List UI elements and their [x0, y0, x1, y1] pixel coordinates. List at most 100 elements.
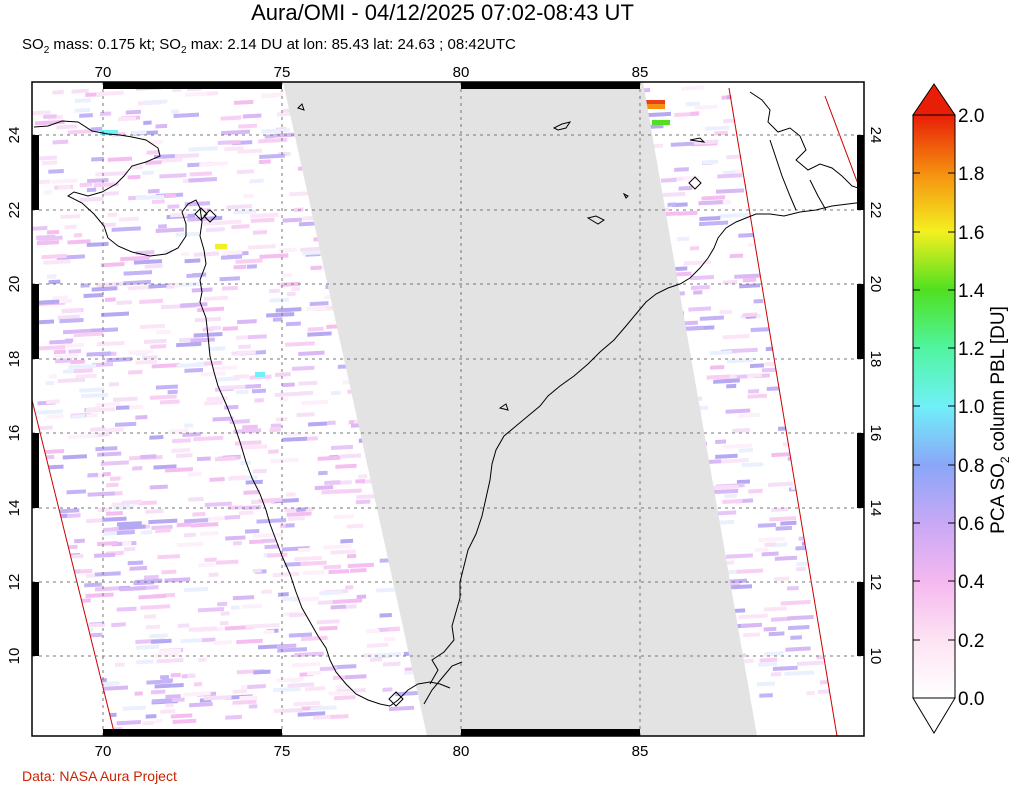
so2-pixel	[116, 720, 141, 726]
so2-pixel	[383, 636, 396, 642]
so2-pixel	[289, 191, 308, 197]
so2-pixel	[197, 456, 211, 462]
so2-pixel	[522, 59, 539, 64]
so2-pixel	[583, 67, 602, 72]
so2-pixel	[198, 657, 207, 663]
so2-pixel	[261, 128, 290, 134]
so2-pixel	[38, 299, 60, 305]
so2-pixel	[233, 209, 256, 215]
so2-pixel	[718, 212, 748, 219]
so2-pixel	[117, 116, 136, 122]
so2-pixel-high	[100, 130, 118, 135]
colorbar-tick-labels: 2.0 1.8 1.6 1.4 1.2 1.0 0.8 0.6 0.4 0.2 …	[958, 106, 985, 710]
outside-swath-left	[32, 82, 115, 736]
so2-pixel	[722, 279, 738, 285]
so2-pixel	[84, 582, 102, 588]
so2-pixel	[119, 585, 146, 592]
so2-pixel	[328, 569, 349, 575]
so2-pixel	[107, 156, 132, 162]
so2-pixel	[278, 592, 289, 597]
so2-pixel	[176, 541, 204, 548]
so2-pixel	[53, 349, 66, 355]
so2-pixel	[345, 585, 354, 590]
lon-label: 75	[274, 64, 291, 81]
so2-pixel	[249, 178, 264, 184]
so2-pixel	[106, 356, 132, 363]
so2-pixel	[685, 101, 700, 107]
so2-pixel	[286, 511, 312, 517]
so2-pixel	[288, 632, 312, 638]
so2-pixel	[862, 456, 864, 462]
so2-pixel	[772, 665, 798, 671]
so2-pixel	[68, 433, 98, 440]
so2-pixel	[736, 479, 750, 485]
so2-pixel	[232, 595, 255, 601]
so2-pixel	[59, 318, 84, 324]
lat-label: 12	[6, 574, 23, 591]
so2-pixel	[85, 407, 116, 413]
so2-pixel	[41, 253, 67, 260]
so2-pixel	[119, 216, 139, 222]
island-3	[297, 103, 305, 111]
so2-pixel	[335, 684, 351, 690]
lon-labels-bottom: 70 75 80 85	[95, 743, 649, 760]
so2-pixel	[328, 690, 356, 696]
so2-pixel	[717, 173, 743, 179]
so2-pixel	[258, 137, 288, 144]
so2-pixel	[705, 125, 730, 131]
so2-pixel	[282, 436, 308, 442]
so2-pixel	[351, 423, 361, 428]
so2-pixel	[165, 467, 193, 473]
so2-pixel	[266, 312, 295, 318]
so2-pixel	[334, 488, 362, 494]
so2-pixel	[184, 423, 194, 428]
so2-pixel	[642, 111, 671, 118]
swath-edge-right	[728, 87, 838, 736]
so2-pixel	[764, 542, 776, 547]
so2-pixel	[731, 347, 758, 354]
so2-pixel	[172, 718, 197, 724]
so2-pixel	[176, 341, 202, 348]
colorbar-tick: 0.2	[958, 631, 984, 652]
so2-pixel	[187, 471, 202, 477]
so2-pixel	[344, 674, 367, 680]
so2-pixel	[154, 682, 184, 689]
colorbar-tick: 0.0	[958, 689, 984, 710]
so2-pixel	[218, 384, 249, 391]
so2-pixel	[205, 227, 225, 233]
so2-pixel	[86, 413, 98, 418]
so2-pixel	[144, 574, 159, 580]
so2-pixel	[32, 110, 51, 116]
so2-pixel	[48, 279, 61, 285]
colorbar-tick: 0.8	[958, 456, 984, 477]
so2-pixel	[277, 647, 307, 653]
so2-pixel	[761, 551, 779, 557]
so2-pixel	[105, 427, 124, 433]
so2-pixel	[272, 317, 283, 322]
so2-pixel	[103, 527, 117, 533]
so2-pixel	[282, 217, 302, 223]
so2-pixel	[39, 319, 54, 325]
so2-pixel	[202, 637, 216, 643]
so2-pixel	[43, 259, 71, 265]
so2-pixel	[151, 689, 166, 695]
so2-pixel-high	[255, 372, 265, 377]
so2-pixel	[55, 358, 73, 364]
lat-label: 22	[867, 202, 884, 219]
so2-pixel	[203, 695, 232, 701]
so2-pixel	[237, 319, 257, 325]
so2-pixel	[111, 226, 141, 232]
so2-pixel	[48, 168, 64, 174]
so2-pixel	[184, 367, 203, 373]
so2-pixel	[323, 564, 341, 570]
so2-pixel	[711, 484, 739, 490]
so2-pixel	[133, 580, 154, 586]
so2-pixel	[158, 648, 181, 654]
so2-pixel	[324, 480, 341, 486]
so2-pixel	[798, 66, 820, 71]
so2-pixel	[236, 169, 255, 175]
lat-label: 12	[867, 574, 884, 591]
marker-diamond-3	[688, 176, 702, 190]
so2-pixel	[667, 202, 677, 207]
so2-pixel	[381, 67, 401, 72]
